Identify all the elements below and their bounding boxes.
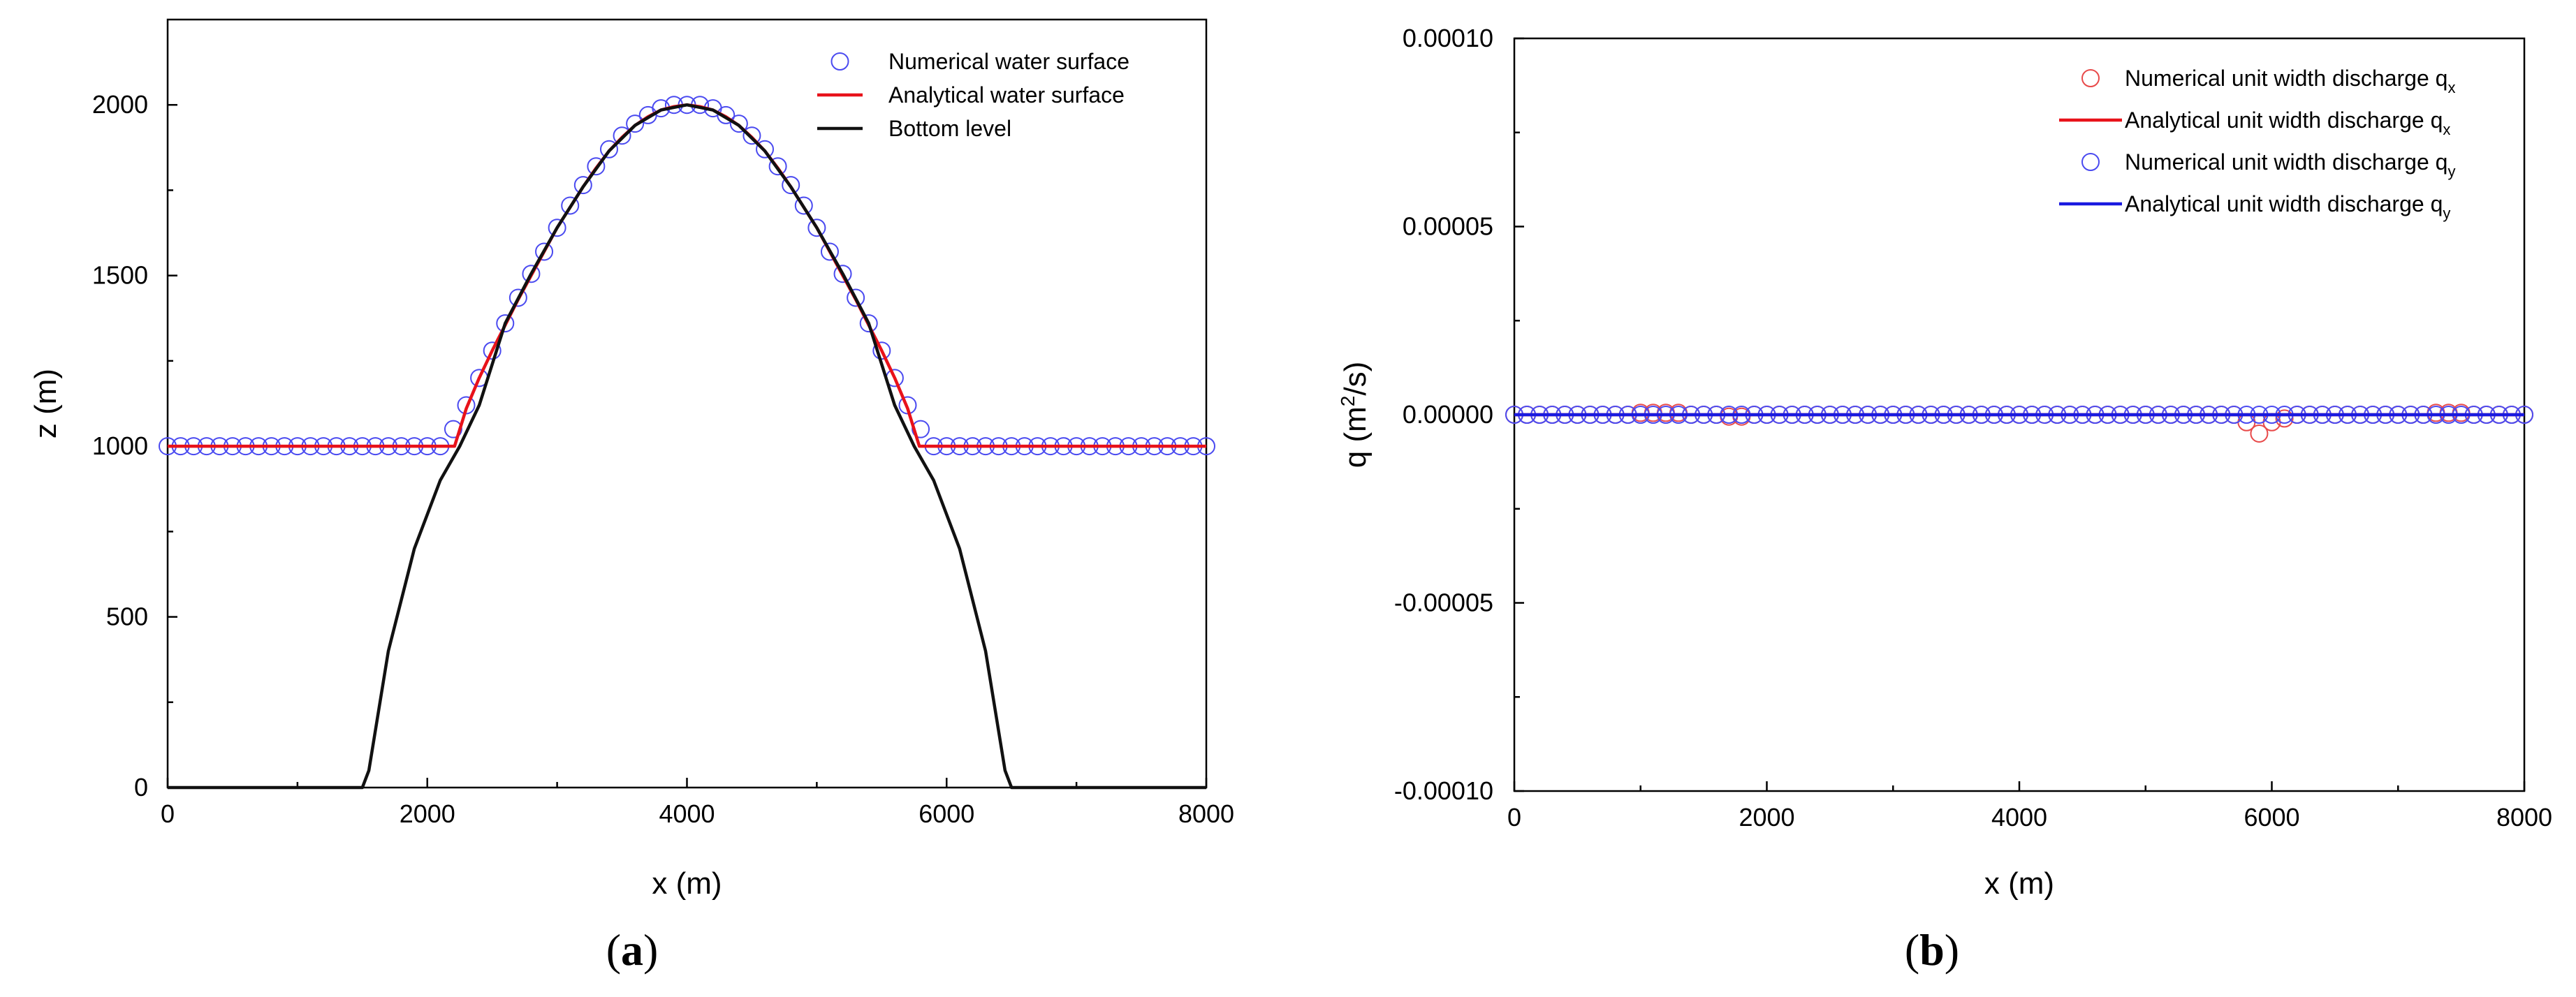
legend-label-text: Numerical unit width discharge q: [2125, 149, 2447, 175]
data-point-0: [2275, 409, 2294, 428]
y-tick-label: 1000: [92, 431, 148, 460]
y-axis-title-part: q (m: [1338, 406, 1373, 468]
legend-marker-0: [2081, 69, 2100, 87]
panel-a-chart: 0 2000 4000 6000 8000 0 500 1000 1500 2000 x (m) z …: [29, 18, 1234, 975]
x-tick-label: 0: [161, 799, 175, 828]
y-axis-title-part: /s): [1338, 362, 1373, 396]
y-tick-label: -0.00005: [1394, 589, 1493, 617]
y-axis-title: z (m): [29, 369, 63, 438]
panel-caption-close: ): [643, 925, 658, 975]
x-axis-title: x (m): [652, 866, 722, 901]
panel-b-chart: 0 2000 4000 6000 8000 -0.00010 -0.00005 0.00000…: [1337, 24, 2552, 975]
data-point-0: [535, 242, 554, 261]
data-point-0: [496, 314, 515, 333]
data-point-0: [508, 288, 527, 307]
data-point-0: [573, 176, 592, 195]
legend-label-text: Numerical unit width discharge q: [2125, 66, 2447, 91]
data-point-0: [807, 219, 826, 237]
series-line-2: [168, 103, 1206, 790]
legend-label: Numerical unit width discharge qx: [2125, 66, 2455, 96]
legend-label-text: Analytical unit width discharge q: [2125, 191, 2443, 216]
legend-label: Analytical unit width discharge qx: [2125, 108, 2450, 138]
panel-caption-letter: a: [621, 925, 643, 975]
y-tick-label: 1500: [92, 261, 148, 290]
y-tick-label: 500: [106, 603, 148, 631]
y-tick-label: 0.00010: [1403, 24, 1493, 52]
y-tick-label: 0.00000: [1403, 400, 1493, 429]
legend-label: Bottom level: [888, 116, 1011, 141]
data-point-0: [859, 314, 878, 333]
data-point-0: [872, 341, 891, 360]
panel-caption: (b): [1905, 925, 1959, 975]
x-tick-label: 8000: [1178, 799, 1234, 828]
x-tick-label: 8000: [2496, 803, 2552, 832]
x-tick-label: 4000: [659, 799, 715, 828]
x-tick-label: 2000: [400, 799, 455, 828]
legend-label-subscript: y: [2443, 205, 2450, 222]
legend-label-subscript: x: [2447, 79, 2455, 96]
data-point-0: [756, 140, 775, 158]
y-tick-label: 0: [134, 773, 148, 802]
data-point-0: [794, 196, 813, 215]
data-point-0: [483, 341, 502, 360]
y-tick-label: 2000: [92, 90, 148, 119]
y-axis-title: q (m2/s): [1337, 362, 1373, 468]
data-point-0: [742, 126, 761, 145]
x-tick-label: 6000: [919, 799, 974, 828]
x-axis-title: x (m): [1984, 866, 2054, 901]
panel-caption-open: (: [1905, 925, 1919, 975]
y-axis-title-superscript: 2: [1337, 396, 1359, 407]
plot-frame: [166, 18, 1208, 789]
legend-marker-0: [830, 52, 849, 71]
legend-label: Numerical unit width discharge qy: [2125, 149, 2455, 180]
data-point-0: [522, 265, 541, 283]
legend-label: Numerical water surface: [888, 49, 1129, 74]
data-point-0: [912, 420, 930, 438]
data-point-0: [587, 157, 606, 176]
series-line-1: [168, 103, 1206, 448]
data-point-0: [833, 265, 852, 283]
data-point-0: [626, 115, 645, 133]
legend-label: Analytical water surface: [888, 82, 1125, 108]
data-point-0: [782, 176, 800, 195]
data-point-0: [768, 157, 787, 176]
x-tick-label: 2000: [1739, 803, 1794, 832]
panel-caption-open: (: [606, 925, 621, 975]
y-tick-label: 0.00005: [1403, 212, 1493, 241]
legend-label-text: Analytical unit width discharge q: [2125, 108, 2443, 133]
legend-label-subscript: x: [2443, 121, 2450, 138]
y-tick-label: -0.00010: [1394, 776, 1493, 805]
legend-marker-2: [2081, 153, 2100, 171]
data-point-0: [548, 219, 566, 237]
data-point-0: [820, 242, 839, 261]
x-tick-label: 0: [1507, 803, 1521, 832]
data-point-0: [717, 105, 736, 124]
data-point-0: [2250, 424, 2269, 443]
x-tick-label: 4000: [1991, 803, 2047, 832]
data-point-0: [729, 115, 748, 133]
data-point-0: [561, 196, 580, 215]
legend-label: Analytical unit width discharge qy: [2125, 191, 2450, 222]
data-point-0: [613, 126, 631, 145]
data-point-0: [444, 420, 462, 438]
panel-caption-letter: b: [1919, 925, 1945, 975]
data-point-0: [847, 288, 865, 307]
data-point-0: [599, 140, 618, 158]
panel-caption: (a): [606, 925, 659, 975]
x-tick-label: 6000: [2244, 803, 2299, 832]
panel-caption-close: ): [1945, 925, 1959, 975]
legend-label-subscript: y: [2447, 163, 2455, 180]
